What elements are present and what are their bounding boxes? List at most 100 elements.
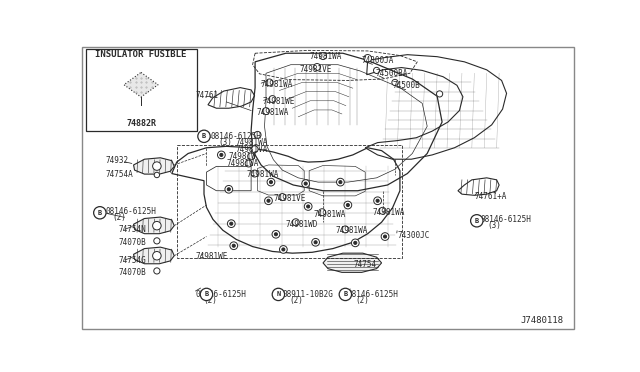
Text: 08146-6125H: 08146-6125H <box>106 207 157 216</box>
Circle shape <box>344 201 352 209</box>
Text: 74761+A: 74761+A <box>474 192 507 201</box>
Text: 74981VE: 74981VE <box>300 65 332 74</box>
Circle shape <box>470 215 483 227</box>
Circle shape <box>346 203 349 206</box>
Circle shape <box>354 241 357 244</box>
Circle shape <box>269 96 276 103</box>
Text: B: B <box>343 291 348 298</box>
Polygon shape <box>124 73 158 97</box>
Circle shape <box>339 180 342 184</box>
Text: 74300JC: 74300JC <box>397 231 430 240</box>
Text: (2): (2) <box>355 296 369 305</box>
Text: 74761: 74761 <box>195 91 218 100</box>
Text: 74981WA: 74981WA <box>309 52 342 61</box>
Circle shape <box>200 288 212 301</box>
Text: N: N <box>276 291 280 298</box>
Text: 74981VA: 74981VA <box>236 145 268 154</box>
Text: 74754A: 74754A <box>106 170 134 179</box>
Circle shape <box>154 268 160 274</box>
Circle shape <box>314 241 317 244</box>
Text: 74070B: 74070B <box>118 238 147 247</box>
Circle shape <box>152 162 161 170</box>
Text: 74981WA: 74981WA <box>227 159 259 168</box>
Circle shape <box>154 238 160 244</box>
Polygon shape <box>134 247 174 264</box>
Text: 74981W: 74981W <box>229 152 257 161</box>
Text: 08146-6125H: 08146-6125H <box>348 290 399 299</box>
Circle shape <box>93 206 106 219</box>
Text: 74500BA: 74500BA <box>375 69 408 78</box>
Text: 74754G: 74754G <box>118 256 147 264</box>
Polygon shape <box>323 253 381 272</box>
Circle shape <box>280 246 287 253</box>
Circle shape <box>436 91 443 97</box>
Circle shape <box>312 238 319 246</box>
Circle shape <box>374 67 380 74</box>
Polygon shape <box>134 217 174 234</box>
Text: 74981WA: 74981WA <box>257 108 289 117</box>
Circle shape <box>264 197 273 205</box>
FancyBboxPatch shape <box>86 49 196 131</box>
Circle shape <box>267 199 270 202</box>
Text: 74300JA: 74300JA <box>362 56 394 65</box>
Text: 74981WA: 74981WA <box>313 210 346 219</box>
Circle shape <box>251 146 258 153</box>
Text: 74981WA: 74981WA <box>246 170 278 179</box>
Circle shape <box>230 222 233 225</box>
Text: 74070B: 74070B <box>118 269 147 278</box>
Circle shape <box>262 108 269 115</box>
Circle shape <box>337 178 344 186</box>
Circle shape <box>304 182 307 185</box>
Text: B: B <box>202 133 206 139</box>
Text: 74981WD: 74981WD <box>286 220 318 229</box>
Circle shape <box>230 242 237 250</box>
Circle shape <box>272 230 280 238</box>
Text: (2): (2) <box>290 296 304 305</box>
Text: (3): (3) <box>218 138 232 147</box>
Circle shape <box>227 188 230 191</box>
Text: B: B <box>98 210 102 216</box>
Text: 08146-6125H: 08146-6125H <box>211 132 261 141</box>
Text: 74981WE: 74981WE <box>262 97 295 106</box>
Circle shape <box>220 153 223 157</box>
Circle shape <box>152 251 161 260</box>
Circle shape <box>218 151 225 159</box>
Text: 74932: 74932 <box>106 156 129 165</box>
Circle shape <box>251 170 258 177</box>
Circle shape <box>392 79 398 86</box>
Text: (3): (3) <box>488 221 502 230</box>
Circle shape <box>351 239 359 247</box>
Circle shape <box>279 193 286 201</box>
Circle shape <box>152 221 161 230</box>
Text: B: B <box>204 291 209 298</box>
Circle shape <box>307 205 310 208</box>
Circle shape <box>266 79 273 86</box>
Circle shape <box>198 130 210 142</box>
Circle shape <box>248 153 255 160</box>
Text: 08911-10B2G: 08911-10B2G <box>282 290 333 299</box>
Circle shape <box>292 219 300 226</box>
Circle shape <box>339 288 351 301</box>
Text: 74754N: 74754N <box>118 225 147 234</box>
Text: 74981WA: 74981WA <box>260 80 292 89</box>
Circle shape <box>376 199 379 202</box>
Text: (2): (2) <box>203 296 217 305</box>
Circle shape <box>267 178 275 186</box>
Circle shape <box>314 64 321 70</box>
Text: 74981WA: 74981WA <box>335 226 368 235</box>
Circle shape <box>227 220 235 228</box>
Circle shape <box>342 226 349 233</box>
Circle shape <box>245 160 252 167</box>
Text: 74754: 74754 <box>354 260 377 269</box>
Circle shape <box>374 197 381 205</box>
Text: 74500B: 74500B <box>392 81 420 90</box>
Circle shape <box>154 172 159 178</box>
Text: 74981VE: 74981VE <box>273 194 306 203</box>
Circle shape <box>254 131 261 138</box>
Circle shape <box>379 207 386 214</box>
Polygon shape <box>134 158 174 174</box>
Text: INSULATOR FUSIBLE: INSULATOR FUSIBLE <box>95 50 187 59</box>
Text: 08146-6125H: 08146-6125H <box>195 290 246 299</box>
Circle shape <box>232 244 236 247</box>
Circle shape <box>302 180 310 187</box>
